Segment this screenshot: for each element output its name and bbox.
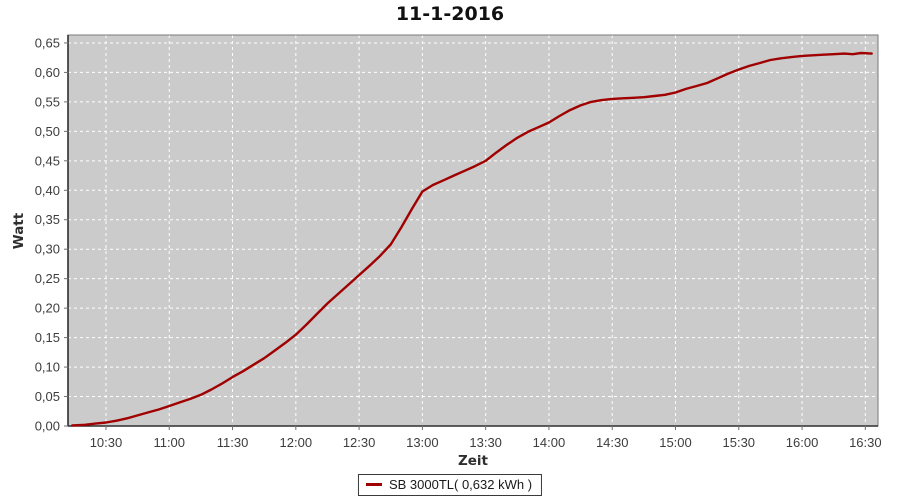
chart-canvas: 0,00 0,05 0,10 0,15 0,20 0,25 0,30 0,35 0,40 0,45… [35, 34, 882, 450]
y-tick-label: 0,10 [35, 360, 60, 375]
y-tick-label: 0,05 [35, 389, 60, 404]
x-tick-label: 12:00 [280, 435, 313, 450]
legend-box: SB 3000TL( 0,632 kWh ) [357, 474, 543, 496]
x-tick-label: 12:30 [343, 435, 376, 450]
y-tick-label: 0,25 [35, 271, 60, 286]
legend-label: SB 3000TL( 0,632 kWh ) [388, 477, 533, 492]
x-tick-label: 15:30 [723, 435, 756, 450]
plot-area [68, 35, 878, 426]
x-tick-label: 16:30 [849, 435, 882, 450]
x-tick-label: 14:30 [596, 435, 629, 450]
legend-line-swatch [365, 483, 382, 486]
y-tick-label: 0,20 [35, 301, 60, 316]
x-tick-label: 13:30 [469, 435, 502, 450]
y-tick-label: 0,30 [35, 242, 60, 257]
x-tick-label: 15:00 [659, 435, 692, 450]
series-line-sb-3000tl [71, 51, 873, 427]
x-tick-label: 11:00 [153, 435, 185, 450]
y-tick-label: 0,60 [35, 65, 60, 80]
x-tick-label: 14:00 [533, 435, 566, 450]
y-tick-label: 0,50 [35, 124, 60, 139]
y-tick-label: 0,00 [35, 419, 60, 434]
y-tick-label: 0,65 [35, 35, 60, 50]
chart-title: 11-1-2016 [395, 3, 505, 25]
y-tick-label: 0,15 [35, 330, 60, 345]
x-tick-label: 10:30 [90, 435, 123, 450]
x-tick-label: 11:30 [217, 435, 249, 450]
y-tick-label: 0,45 [35, 153, 60, 168]
y-tick-label: 0,55 [35, 94, 60, 109]
x-tick-label: 16:00 [786, 435, 819, 450]
y-tick-label: 0,40 [35, 183, 60, 198]
x-axis-label: Zeit [457, 453, 489, 469]
x-tick-label: 13:00 [406, 435, 439, 450]
y-tick-label: 0,35 [35, 212, 60, 227]
